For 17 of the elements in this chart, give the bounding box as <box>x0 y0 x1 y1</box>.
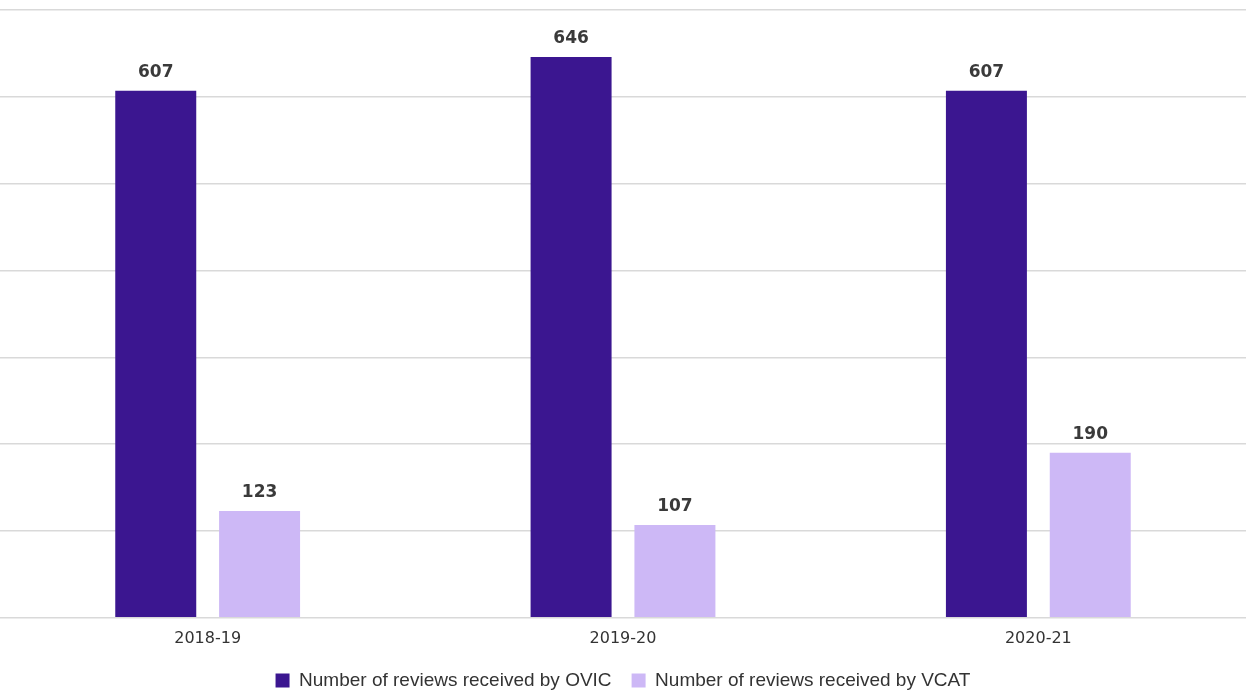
data-label: 607 <box>968 60 1005 81</box>
data-label: 107 <box>657 494 693 515</box>
bar <box>219 511 301 618</box>
x-tick-label: 2018-19 <box>174 627 242 647</box>
data-label: 123 <box>241 480 278 501</box>
x-tick-label: 2020-21 <box>1004 627 1072 647</box>
bar <box>945 90 1027 618</box>
bar <box>115 90 197 618</box>
bar <box>1049 452 1131 618</box>
data-label: 607 <box>138 60 174 81</box>
bar <box>634 524 716 618</box>
legend-label: Number of reviews received by OVIC <box>299 668 612 690</box>
legend-label: Number of reviews received by VCAT <box>655 668 971 690</box>
x-tick-label: 2019-20 <box>589 627 657 647</box>
data-label: 190 <box>1072 422 1109 443</box>
data-label: 646 <box>553 26 589 47</box>
bar <box>530 56 612 618</box>
